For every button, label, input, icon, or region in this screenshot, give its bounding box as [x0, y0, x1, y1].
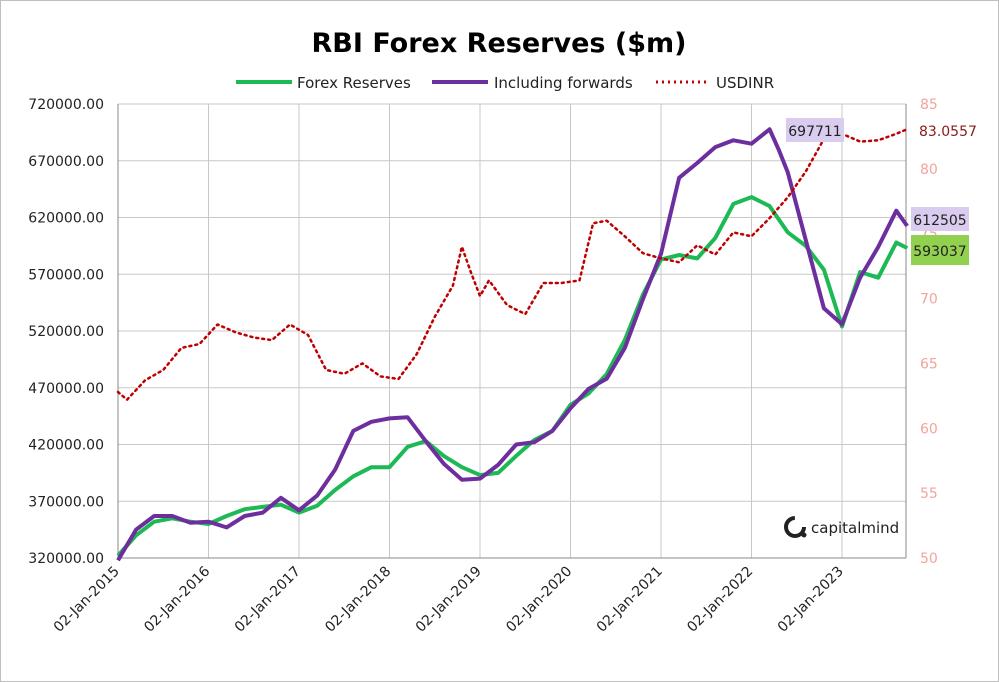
y2-tick-label: 80 [920, 162, 938, 178]
x-tick-label: 02-Jan-2018 [322, 564, 394, 636]
y-axis-left: 720000.00 670000.00 620000.00 570000.00 5200… [28, 97, 104, 567]
x-tick-label: 02-Jan-2015 [51, 564, 123, 636]
callout-612505: 612505 [911, 207, 969, 231]
series-group [116, 127, 909, 562]
series-including-forwards [116, 127, 909, 562]
legend-label-including-forwards: Including forwards [494, 74, 633, 92]
callout-593037-text: 593037 [913, 244, 966, 260]
y2-tick-label: 60 [920, 421, 938, 437]
callout-612505-text: 612505 [913, 213, 966, 229]
y2-tick-label: 70 [920, 292, 938, 308]
y-tick-label: 470000.00 [28, 381, 104, 397]
capitalmind-logo-dot [801, 532, 807, 538]
callout-697711-box [786, 118, 844, 142]
legend-label-usdinr: USDINR [716, 74, 774, 92]
y2-tick-label: 55 [920, 486, 938, 502]
x-tick-label: 02-Jan-2017 [232, 564, 304, 636]
y2-tick-label: 85 [920, 97, 938, 113]
brand-logo: capitalmind [784, 516, 899, 538]
series-usdinr [116, 127, 909, 401]
y2-tick-label: 65 [920, 356, 938, 372]
y-tick-label: 670000.00 [28, 154, 104, 170]
brand-name: capitalmind [811, 519, 899, 537]
x-tick-label: 02-Jan-2019 [413, 564, 485, 636]
y-tick-label: 570000.00 [28, 267, 104, 283]
y-tick-label: 420000.00 [28, 438, 104, 454]
x-axis: 02-Jan-2015 02-Jan-2016 02-Jan-2017 02-Jan-… [51, 563, 847, 635]
y-tick-label: 520000.00 [28, 324, 104, 340]
x-tick-label: 02-Jan-2020 [503, 564, 575, 636]
x-tick-label: 02-Jan-2016 [141, 563, 213, 635]
callout-697711-text: 697711 [788, 124, 841, 140]
usdinr-last-value: 83.0557 [919, 124, 977, 140]
x-tick-label: 02-Jan-2022 [684, 564, 756, 636]
capitalmind-logo-icon [784, 516, 806, 538]
callout-593037: 593037 [911, 235, 969, 265]
x-tick-label: 02-Jan-2021 [594, 564, 666, 636]
y-tick-label: 720000.00 [28, 97, 104, 113]
y-tick-label: 320000.00 [28, 551, 104, 567]
legend: Forex Reserves Including forwards USDINR [236, 74, 774, 92]
series-forex-reserves [116, 195, 909, 558]
y-tick-label: 370000.00 [28, 494, 104, 510]
legend-label-forex-reserves: Forex Reserves [297, 74, 411, 92]
callout-612505-box [911, 207, 969, 231]
grid [117, 103, 907, 559]
y2-tick-label: 50 [920, 551, 938, 567]
x-tick-label: 02-Jan-2023 [775, 564, 847, 636]
y-tick-label: 620000.00 [28, 211, 104, 227]
chart-title: RBI Forex Reserves ($m) [312, 28, 687, 59]
callout-593037-box [911, 235, 969, 265]
callout-697711: 697711 [786, 118, 844, 142]
